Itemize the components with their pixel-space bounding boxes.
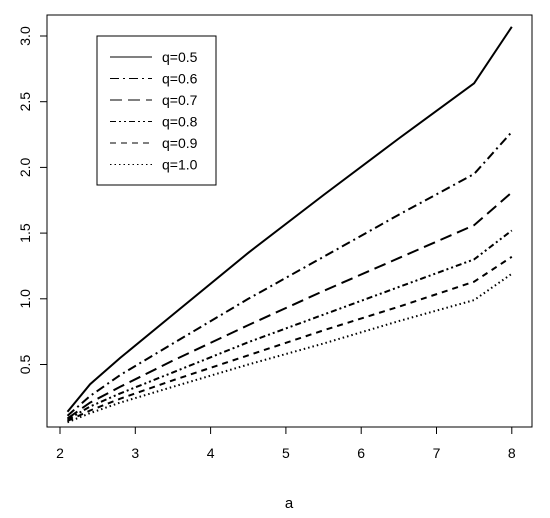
plot-frame bbox=[46, 14, 533, 428]
x-tick-label: 6 bbox=[357, 445, 365, 461]
x-tick-label: 7 bbox=[433, 445, 441, 461]
series-lines bbox=[66, 26, 513, 424]
x-tick-label: 5 bbox=[282, 445, 290, 461]
x-tick-label: 4 bbox=[207, 445, 215, 461]
x-axis: 2 3 4 5 6 7 8 bbox=[56, 427, 516, 461]
series-line-2 bbox=[66, 131, 513, 417]
series-line-3 bbox=[66, 191, 513, 420]
x-axis-title: a bbox=[285, 495, 294, 512]
legend-label: q=0.5 bbox=[162, 49, 198, 65]
legend-label: q=0.9 bbox=[162, 135, 198, 151]
y-tick-label: 3.0 bbox=[17, 26, 33, 46]
y-tick-label: 2.5 bbox=[17, 92, 33, 112]
series-line-1 bbox=[66, 26, 513, 413]
series-line-6 bbox=[67, 272, 513, 424]
y-axis: 0.5 1.0 1.5 2.0 2.5 3.0 bbox=[17, 26, 47, 374]
legend-box bbox=[96, 35, 217, 186]
y-tick-label: 2.0 bbox=[17, 157, 33, 177]
x-tick-label: 3 bbox=[131, 445, 139, 461]
legend: q=0.5 q=0.6 q=0.7 q=0.8 q=0.9 q=1.0 bbox=[96, 35, 217, 186]
series-line-4 bbox=[66, 229, 513, 421]
y-tick-label: 0.5 bbox=[17, 355, 33, 375]
legend-label: q=1.0 bbox=[162, 157, 198, 173]
y-tick-label: 1.0 bbox=[17, 289, 33, 309]
series-line-5 bbox=[67, 255, 513, 422]
x-tick-label: 8 bbox=[508, 445, 516, 461]
x-tick-label: 2 bbox=[56, 445, 64, 461]
y-tick-label: 1.5 bbox=[17, 223, 33, 243]
legend-label: q=0.7 bbox=[162, 92, 198, 108]
legend-label: q=0.8 bbox=[162, 114, 198, 130]
legend-label: q=0.6 bbox=[162, 71, 198, 87]
